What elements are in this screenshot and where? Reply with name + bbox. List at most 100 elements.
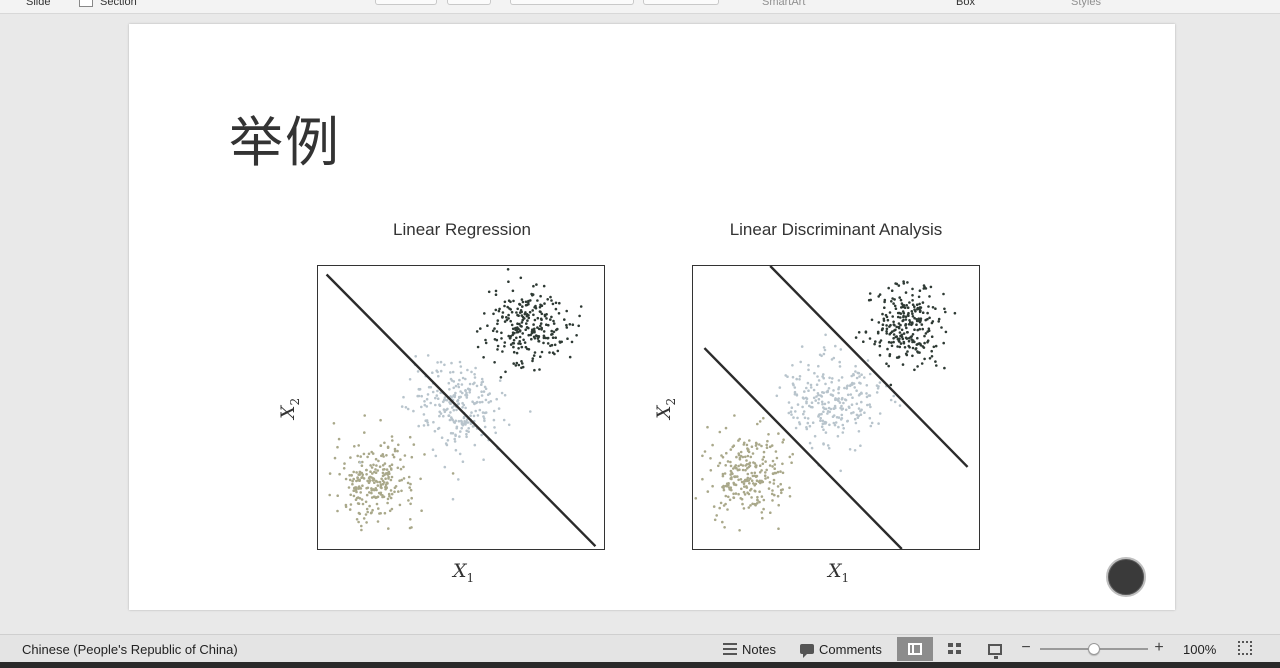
scatter-point bbox=[552, 322, 556, 325]
scatter-point bbox=[407, 475, 411, 479]
scatter-point bbox=[362, 452, 366, 456]
scatter-point bbox=[425, 397, 429, 401]
zoom-out-button[interactable]: − bbox=[1021, 639, 1031, 656]
camera-record-button[interactable] bbox=[1106, 557, 1146, 597]
scatter-point bbox=[849, 393, 853, 396]
scatter-point bbox=[729, 448, 733, 451]
shape-styles-button[interactable]: Styles bbox=[1071, 0, 1101, 8]
slide[interactable]: 举例 Linear Regression X1 X2 Linear Discri… bbox=[129, 24, 1175, 610]
decision-boundary-line bbox=[769, 266, 969, 468]
scatter-point bbox=[367, 452, 371, 456]
zoom-slider-thumb[interactable] bbox=[1088, 643, 1100, 655]
scatter-point bbox=[832, 414, 836, 417]
scatter-point bbox=[901, 363, 905, 366]
scatter-point bbox=[551, 336, 555, 339]
scatter-point bbox=[455, 408, 458, 412]
slide-title[interactable]: 举例 bbox=[229, 111, 341, 174]
scatter-point bbox=[378, 480, 382, 484]
ribbon-control[interactable] bbox=[510, 0, 634, 5]
normal-view-icon bbox=[908, 643, 922, 655]
scatter-point bbox=[560, 340, 563, 344]
scatter-point bbox=[911, 299, 914, 302]
scatter-point bbox=[568, 355, 572, 359]
scatter-point bbox=[903, 346, 907, 349]
slide-sorter-button[interactable] bbox=[937, 637, 973, 661]
text-box-button[interactable]: Box bbox=[956, 0, 975, 8]
scatter-point bbox=[877, 422, 880, 425]
scatter-point bbox=[503, 345, 506, 348]
scatter-point bbox=[919, 342, 922, 346]
scatter-point bbox=[743, 485, 746, 488]
normal-view-button[interactable] bbox=[897, 637, 933, 661]
scatter-point bbox=[436, 361, 439, 364]
scatter-point bbox=[830, 380, 833, 384]
scatter-point bbox=[521, 300, 525, 304]
new-slide-button[interactable]: Slide bbox=[26, 0, 51, 8]
scatter-point bbox=[750, 445, 754, 448]
ribbon-control[interactable] bbox=[447, 0, 491, 5]
scatter-point bbox=[578, 314, 581, 318]
scatter-point bbox=[448, 418, 452, 422]
zoom-in-button[interactable]: + bbox=[1154, 639, 1164, 656]
ribbon-control[interactable] bbox=[375, 0, 437, 5]
scatter-point bbox=[355, 490, 358, 494]
scatter-point bbox=[768, 464, 772, 467]
scatter-point bbox=[746, 491, 749, 494]
scatter-point bbox=[765, 443, 768, 447]
scatter-point bbox=[366, 455, 369, 459]
scatter-point bbox=[911, 322, 914, 325]
scatter-point bbox=[518, 335, 522, 339]
scatter-point bbox=[896, 345, 899, 348]
scatter-point bbox=[462, 416, 466, 420]
scatter-point bbox=[906, 281, 909, 284]
scatter-point bbox=[907, 323, 911, 326]
scatter-point bbox=[379, 444, 382, 447]
scatter-point bbox=[866, 403, 869, 407]
language-indicator[interactable]: Chinese (People's Republic of China) bbox=[22, 642, 238, 657]
scatter-point bbox=[503, 300, 507, 304]
scatter-point bbox=[519, 276, 523, 280]
scatter-point bbox=[727, 495, 730, 499]
scatter-point bbox=[790, 406, 794, 409]
smartart-button[interactable]: SmartArt bbox=[762, 0, 806, 8]
scatter-point bbox=[907, 337, 911, 340]
scatter-point bbox=[904, 352, 908, 356]
scatter-point bbox=[838, 360, 841, 364]
scatter-point bbox=[744, 468, 747, 472]
scatter-point bbox=[741, 464, 745, 467]
scatter-point bbox=[550, 329, 553, 333]
scatter-point bbox=[370, 491, 373, 495]
scatter-point bbox=[824, 431, 828, 434]
scatter-point bbox=[821, 402, 824, 406]
scatter-point bbox=[904, 315, 908, 318]
scatter-point bbox=[503, 341, 507, 344]
zoom-level[interactable]: 100% bbox=[1183, 642, 1217, 657]
scatter-point bbox=[500, 391, 504, 395]
scatter-point bbox=[524, 303, 528, 307]
scatter-plot-linear-regression bbox=[325, 268, 597, 548]
reading-view-button[interactable] bbox=[977, 637, 1013, 661]
scatter-point bbox=[928, 316, 931, 320]
scatter-point bbox=[527, 302, 530, 306]
scatter-point bbox=[740, 480, 744, 484]
comments-button[interactable]: Comments bbox=[800, 639, 882, 659]
scatter-point bbox=[878, 412, 882, 415]
zoom-slider[interactable] bbox=[1040, 643, 1148, 655]
scatter-point bbox=[505, 316, 508, 319]
scatter-point bbox=[899, 312, 903, 315]
scatter-point bbox=[914, 348, 917, 351]
scatter-point bbox=[892, 320, 895, 324]
scatter-point bbox=[754, 490, 757, 493]
scatter-point bbox=[371, 472, 374, 475]
scatter-point bbox=[916, 350, 919, 353]
ribbon-control[interactable] bbox=[643, 0, 719, 5]
scatter-point bbox=[427, 385, 431, 389]
scatter-point bbox=[823, 402, 827, 406]
scatter-point bbox=[367, 481, 371, 485]
scatter-point bbox=[397, 490, 400, 493]
notes-button[interactable]: Notes bbox=[723, 639, 776, 659]
scatter-point bbox=[749, 455, 753, 459]
section-button[interactable]: Section bbox=[100, 0, 137, 8]
scatter-point bbox=[531, 309, 534, 312]
fit-to-window-icon[interactable] bbox=[1238, 641, 1252, 655]
